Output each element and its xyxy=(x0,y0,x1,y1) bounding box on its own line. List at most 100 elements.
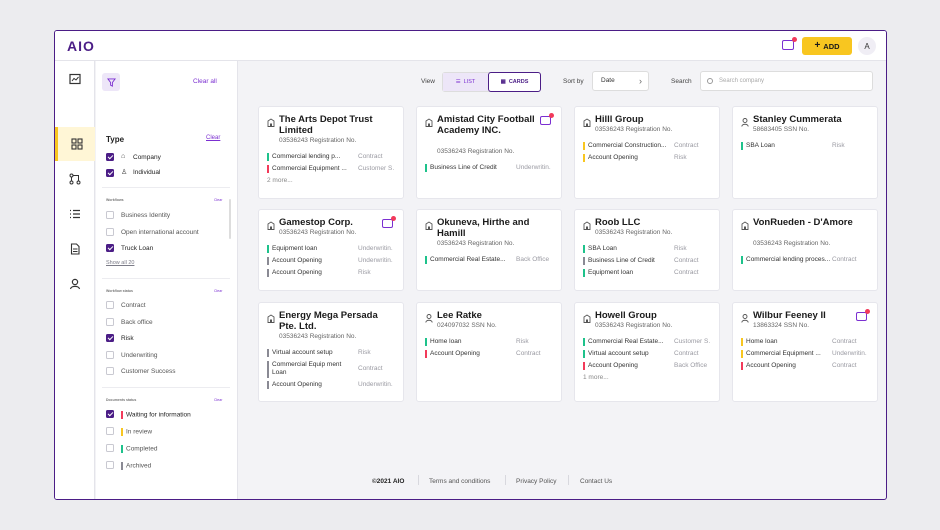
status-color-bar xyxy=(583,257,585,265)
building-icon xyxy=(267,310,275,323)
chat-icon[interactable] xyxy=(856,309,870,321)
workflow-status: Underwritin. xyxy=(358,245,393,252)
contact-link[interactable]: Contact Us xyxy=(580,478,613,485)
customer-card[interactable]: Amistad City Football Academy INC. 035362… xyxy=(416,106,562,199)
customer-card[interactable]: Energy Mega Persada Pte. Ltd. 03536243 Re… xyxy=(258,302,404,402)
divider xyxy=(102,187,230,188)
notification-icon[interactable] xyxy=(782,37,797,50)
filter-icon xyxy=(106,77,116,87)
show-all-workflows-link[interactable]: Show all 20 xyxy=(106,260,135,266)
sort-select[interactable]: Date xyxy=(592,71,649,91)
users-icon xyxy=(69,278,81,290)
workflow-name: Home loan xyxy=(430,338,462,345)
card-registration: 03536243 Registration No. xyxy=(595,229,673,236)
nav-cards[interactable] xyxy=(55,127,95,161)
workflow-status-clear-link[interactable]: Clear xyxy=(214,289,223,293)
person-icon xyxy=(741,114,749,127)
doc-status-checkbox[interactable] xyxy=(106,461,114,469)
workflow-name: Commercial lending p... xyxy=(272,153,341,160)
workflow-checkbox[interactable] xyxy=(106,211,114,219)
building-icon xyxy=(267,114,275,127)
customer-card[interactable]: Okuneva, Hirthe and Hamill 03536243 Regis… xyxy=(416,209,562,291)
clear-all-link[interactable]: Clear all xyxy=(193,78,217,85)
type-company-checkbox[interactable] xyxy=(106,153,114,161)
workflow-status-filter-title: Workflow status xyxy=(106,289,133,293)
filter-toggle-button[interactable] xyxy=(102,73,120,91)
customer-card[interactable]: Stanley Cummerata 58683405 SSN No. SBA Loa… xyxy=(732,106,878,199)
customer-card[interactable]: Lee Ratke 024097032 SSN No. Home loan Risk A… xyxy=(416,302,562,402)
workflow-checkbox[interactable] xyxy=(106,228,114,236)
list-icon: ☰ xyxy=(455,79,461,85)
status-color-bar xyxy=(267,257,269,265)
customer-card[interactable]: VonRueden - D'Amore 03536243 Registration… xyxy=(732,209,878,291)
workflows-clear-link[interactable]: Clear xyxy=(214,198,223,202)
avatar[interactable]: A xyxy=(858,37,876,55)
person-icon xyxy=(425,310,433,323)
status-checkbox[interactable] xyxy=(106,334,114,342)
search-input[interactable]: Search company xyxy=(700,71,873,91)
cards-grid-icon: ▦ xyxy=(500,79,506,85)
card-title: Hilll Group xyxy=(595,114,644,125)
nav-users[interactable] xyxy=(55,267,95,301)
status-checkbox[interactable] xyxy=(106,301,114,309)
workflow-checkbox[interactable] xyxy=(106,244,114,252)
workflow-status: Contract xyxy=(674,269,699,276)
status-label: Contract xyxy=(121,302,146,309)
doc-status-checkbox[interactable] xyxy=(106,410,114,418)
workflow-name: Equipment loan xyxy=(588,269,634,276)
card-registration: 03536243 Registration No. xyxy=(595,322,673,329)
nav-documents[interactable] xyxy=(55,232,95,266)
doc-status-checkbox[interactable] xyxy=(106,427,114,435)
card-registration: 13863324 SSN No. xyxy=(753,322,810,329)
building-icon xyxy=(267,217,275,230)
add-button[interactable]: + ADD xyxy=(802,37,852,55)
more-workflows-link[interactable]: 2 more... xyxy=(267,177,293,184)
workflows-scrollbar[interactable] xyxy=(229,199,231,239)
customer-card[interactable]: Howell Group 03536243 Registration No. Com… xyxy=(574,302,720,402)
nav-list[interactable] xyxy=(55,197,95,231)
status-color-bar xyxy=(121,428,123,436)
workflow-status: Contract xyxy=(674,350,699,357)
workflow-status: Risk xyxy=(358,349,371,356)
customer-card[interactable]: Roob LLC 03536243 Registration No. SBA Loa… xyxy=(574,209,720,291)
customer-card[interactable]: Wilbur Feeney II 13863324 SSN No. Home loa… xyxy=(732,302,878,402)
status-color-bar xyxy=(121,462,123,470)
workflow-name: Commercial Equipment ... xyxy=(272,165,347,172)
chat-icon[interactable] xyxy=(540,113,554,125)
terms-link[interactable]: Terms and conditions xyxy=(429,478,491,485)
type-clear-link[interactable]: Clear xyxy=(206,135,221,141)
status-checkbox[interactable] xyxy=(106,351,114,359)
privacy-link[interactable]: Privacy Policy xyxy=(516,478,557,485)
workflow-name: Commercial Real Estate... xyxy=(430,256,506,263)
customer-card[interactable]: Hilll Group 03536243 Registration No. Comm… xyxy=(574,106,720,199)
chat-icon[interactable] xyxy=(382,216,396,228)
customer-card[interactable]: The Arts Depot Trust Limited 03536243 Reg… xyxy=(258,106,404,199)
nav-workflows[interactable] xyxy=(55,162,95,196)
documents-status-filter-title: Documents status xyxy=(106,398,137,402)
status-color-bar xyxy=(267,381,269,389)
documents-status-clear-link[interactable]: Clear xyxy=(214,398,223,402)
status-color-bar xyxy=(267,153,269,161)
doc-status-label: Waiting for information xyxy=(121,411,191,419)
doc-status-checkbox[interactable] xyxy=(106,444,114,452)
workflow-name: Virtual account setup xyxy=(272,349,333,356)
status-checkbox[interactable] xyxy=(106,318,114,326)
card-title: Amistad City Football Academy INC. xyxy=(437,114,535,136)
status-color-bar xyxy=(425,164,427,172)
status-checkbox[interactable] xyxy=(106,367,114,375)
list-view-button[interactable]: ☰ LIST xyxy=(443,73,488,91)
doc-status-label: In review xyxy=(121,428,152,436)
status-color-bar xyxy=(267,245,269,253)
more-workflows-link[interactable]: 1 more... xyxy=(583,374,609,381)
type-individual-checkbox[interactable] xyxy=(106,169,114,177)
workflow-name: Commercial Equipment ... xyxy=(746,350,821,357)
add-button-label: ADD xyxy=(823,41,840,51)
workflow-status: Underwritin. xyxy=(832,350,867,357)
workflow-status: Customer S. xyxy=(674,338,711,345)
nav-dashboard[interactable] xyxy=(55,62,95,96)
cards-view-button[interactable]: ▦ CARDS xyxy=(488,72,541,92)
customer-card[interactable]: Gamestop Corp. 03536243 Registration No. E… xyxy=(258,209,404,291)
workflow-name: Business Line of Credit xyxy=(430,164,497,171)
app-logo: AIO xyxy=(67,38,95,54)
person-icon: ♙ xyxy=(121,169,128,176)
